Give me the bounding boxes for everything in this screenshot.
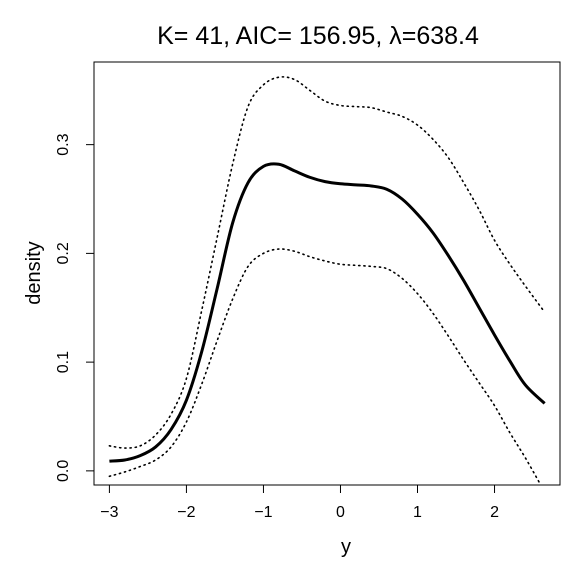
y-axis: 0.0 0.1 0.2 0.3 (55, 133, 94, 482)
x-tick-label: −1 (254, 504, 272, 521)
x-tick-label: 0 (336, 504, 345, 521)
x-axis-label: y (341, 536, 351, 558)
x-tick-label: −3 (100, 504, 118, 521)
x-tick-label: 1 (413, 504, 422, 521)
y-tick-label: 0.2 (55, 242, 72, 264)
lower-confidence-band (108, 248, 542, 486)
y-tick-label: 0.3 (55, 133, 72, 155)
series-layer (108, 76, 546, 486)
plot-frame (93, 61, 561, 486)
y-tick-label: 0.0 (55, 460, 72, 482)
x-tick-label: 2 (490, 504, 499, 521)
density-estimate-line (109, 162, 546, 463)
x-axis: −3−2−10123 (100, 485, 499, 521)
x-tick-label: −2 (177, 504, 195, 521)
y-tick-label: 0.1 (55, 351, 72, 373)
y-axis-label: density (23, 241, 45, 304)
upper-confidence-band (108, 76, 546, 449)
chart-title: K= 41, AIC= 156.95, λ=638.4 (157, 22, 479, 50)
